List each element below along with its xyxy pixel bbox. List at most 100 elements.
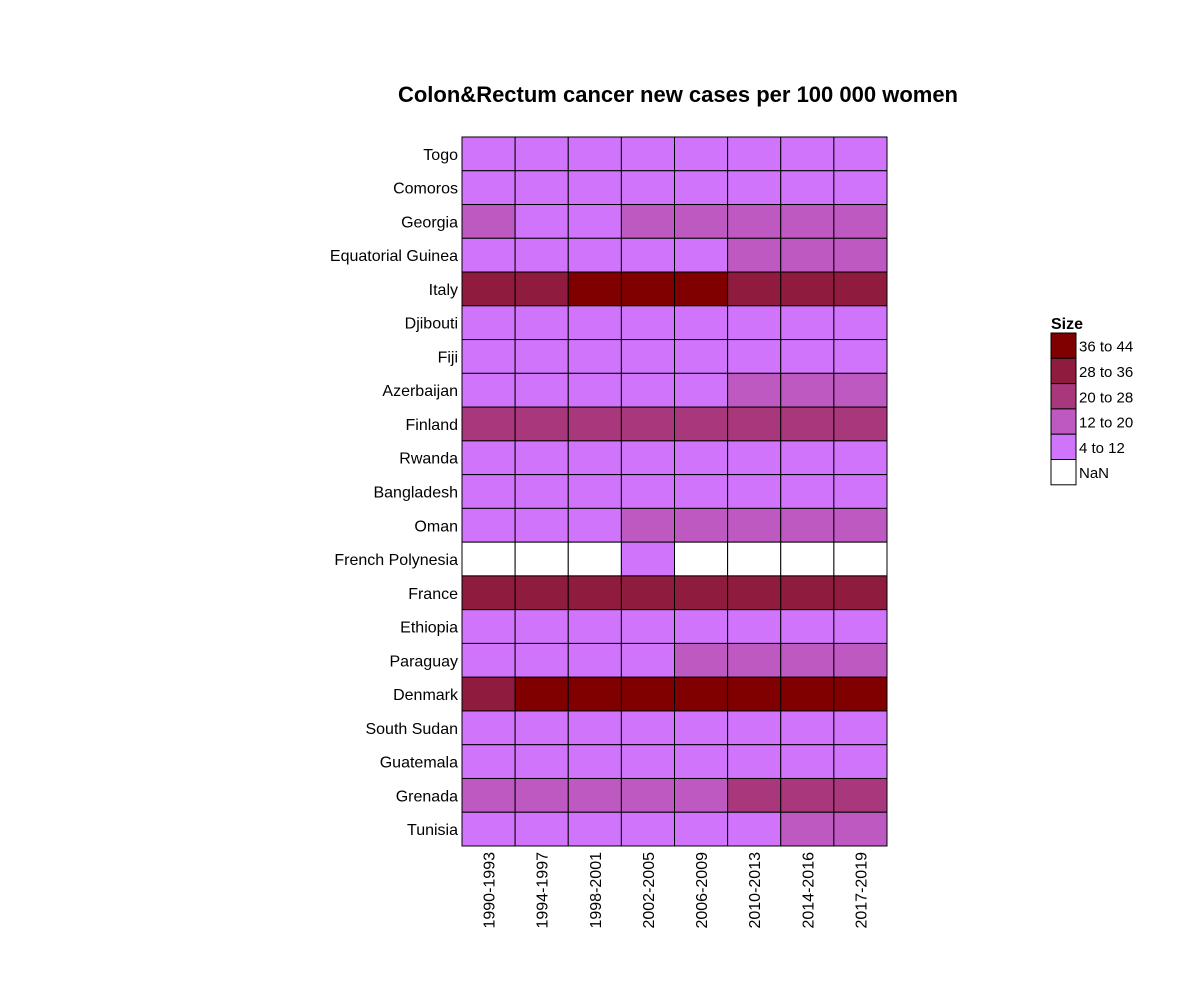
legend-swatch-28-to-36 [1050,357,1077,385]
cell-comoros-1990-1993 [461,170,516,206]
cell-south-sudan-2014-2016 [780,710,835,746]
cell-rwanda-1990-1993 [461,440,516,476]
cell-togo-1998-2001 [567,136,622,172]
cell-djibouti-2014-2016 [780,305,835,341]
cell-guatemala-2010-2013 [727,744,782,779]
cell-equatorial-guinea-2002-2005 [620,237,675,273]
column-label-2006-2009: 2006-2009 [694,852,711,929]
legend: Size 36 to 44 28 to 36 20 to 28 12 to 20 4 t… [1050,316,1133,486]
cell-finland-1998-2001 [567,406,622,442]
row-label-djibouti: Djibouti [405,316,458,333]
cell-ethiopia-1998-2001 [567,609,622,644]
cell-grenada-1990-1993 [461,777,516,813]
row-label-oman: Oman [414,518,458,535]
cell-fiji-2002-2005 [620,339,675,374]
cell-ethiopia-2017-2019 [833,609,888,644]
row-label-georgia: Georgia [401,214,458,231]
cell-oman-2006-2009 [674,507,729,543]
cell-bangladesh-2010-2013 [727,474,782,509]
cell-guatemala-2006-2009 [674,744,729,779]
cell-georgia-2014-2016 [780,204,835,239]
cell-fiji-1998-2001 [567,339,622,374]
cell-fiji-2017-2019 [833,339,888,374]
legend-swatch-nan [1050,459,1077,486]
row-label-togo: Togo [423,147,458,164]
cell-grenada-2017-2019 [833,777,888,813]
cell-france-2002-2005 [620,575,675,611]
legend-swatch-4-to-12 [1050,433,1077,461]
cell-tunisia-2017-2019 [833,811,888,847]
cell-finland-2017-2019 [833,406,888,442]
cell-finland-2002-2005 [620,406,675,442]
row-label-paraguay: Paraguay [390,653,459,670]
row-label-guatemala: Guatemala [380,755,458,772]
cell-azerbaijan-2006-2009 [674,372,729,408]
cell-paraguay-2017-2019 [833,642,888,678]
cell-ethiopia-2014-2016 [780,609,835,644]
cell-grenada-2010-2013 [727,777,782,813]
cell-paraguay-1998-2001 [567,642,622,678]
column-label-1994-1997: 1994-1997 [535,852,552,929]
row-label-fiji: Fiji [438,349,458,366]
cell-georgia-1990-1993 [461,204,516,239]
cell-azerbaijan-2017-2019 [833,372,888,408]
legend-title: Size [1051,316,1083,333]
cell-finland-1990-1993 [461,406,516,442]
cell-tunisia-2006-2009 [674,811,729,847]
cell-paraguay-2010-2013 [727,642,782,678]
cell-denmark-1998-2001 [567,676,622,712]
cell-grenada-2002-2005 [620,777,675,813]
cell-equatorial-guinea-2006-2009 [674,237,729,273]
legend-label-nan: NaN [1079,465,1109,482]
cell-djibouti-1998-2001 [567,305,622,341]
cell-equatorial-guinea-2017-2019 [833,237,888,273]
cell-rwanda-2014-2016 [780,440,835,476]
legend-label-4-to-12: 4 to 12 [1079,440,1125,457]
cell-guatemala-1994-1997 [514,744,569,779]
cell-paraguay-1990-1993 [461,642,516,678]
cell-oman-2014-2016 [780,507,835,543]
cell-azerbaijan-2010-2013 [727,372,782,408]
column-label-1990-1993: 1990-1993 [482,852,499,929]
cell-finland-2010-2013 [727,406,782,442]
cell-finland-2006-2009 [674,406,729,442]
cell-denmark-2017-2019 [833,676,888,712]
heatmap-cells [461,136,888,847]
cell-ethiopia-1990-1993 [461,609,516,644]
cell-italy-2006-2009 [674,271,729,307]
cell-bangladesh-2017-2019 [833,474,888,509]
cell-azerbaijan-1998-2001 [567,372,622,408]
cell-denmark-2006-2009 [674,676,729,712]
cell-djibouti-2002-2005 [620,305,675,341]
cell-oman-1998-2001 [567,507,622,543]
cell-italy-2017-2019 [833,271,888,307]
cell-rwanda-2017-2019 [833,440,888,476]
cell-south-sudan-2017-2019 [833,710,888,746]
cell-french-polynesia-1990-1993 [461,541,516,577]
cell-equatorial-guinea-2014-2016 [780,237,835,273]
cell-france-2017-2019 [833,575,888,611]
cell-french-polynesia-2014-2016 [780,541,835,577]
row-label-ethiopia: Ethiopia [400,620,458,637]
cell-south-sudan-1994-1997 [514,710,569,746]
cell-grenada-1998-2001 [567,777,622,813]
row-label-denmark: Denmark [393,687,459,704]
cell-georgia-2002-2005 [620,204,675,239]
legend-label-12-to-20: 12 to 20 [1079,415,1133,432]
cell-denmark-2002-2005 [620,676,675,712]
cell-guatemala-2014-2016 [780,744,835,779]
cell-tunisia-2010-2013 [727,811,782,847]
cell-oman-2010-2013 [727,507,782,543]
cell-djibouti-2010-2013 [727,305,782,341]
cell-grenada-1994-1997 [514,777,569,813]
cell-tunisia-2002-2005 [620,811,675,847]
cell-bangladesh-2006-2009 [674,474,729,509]
cell-south-sudan-2010-2013 [727,710,782,746]
cell-comoros-2010-2013 [727,170,782,206]
cell-denmark-1994-1997 [514,676,569,712]
cell-bangladesh-2014-2016 [780,474,835,509]
cell-togo-2014-2016 [780,136,835,172]
cell-comoros-2014-2016 [780,170,835,206]
cell-france-2014-2016 [780,575,835,611]
